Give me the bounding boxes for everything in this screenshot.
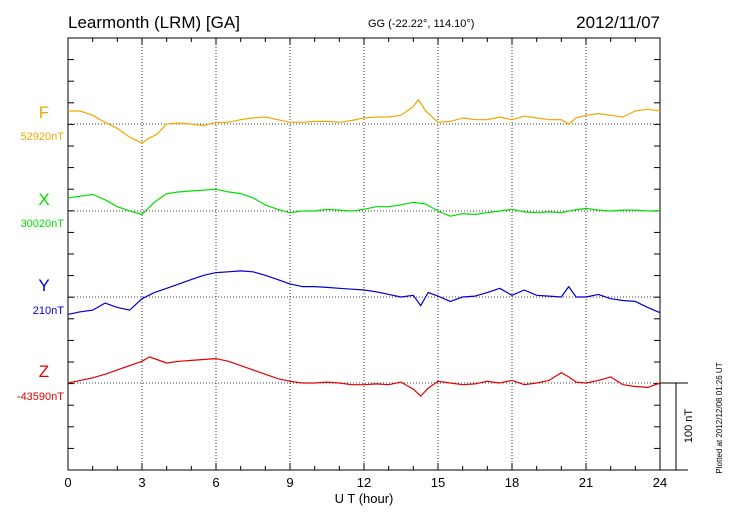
channel-baseline-Y: 210nT <box>33 305 64 317</box>
trace-X <box>67 188 660 217</box>
x-tick-label-24: 24 <box>653 475 667 490</box>
x-tick-label-6: 6 <box>212 475 219 490</box>
chart-date: 2012/11/07 <box>576 13 660 32</box>
x-tick-label-21: 21 <box>579 475 593 490</box>
grid <box>68 38 660 470</box>
channel-label-Y: Y <box>38 276 49 295</box>
x-tick-label-9: 9 <box>286 475 293 490</box>
x-tick-label-15: 15 <box>431 475 445 490</box>
scale-bar: 100 nT <box>660 382 695 471</box>
channel-label-F: F <box>39 103 49 122</box>
channel-baseline-X: 30020nT <box>21 218 65 230</box>
x-tick-label-12: 12 <box>357 475 371 490</box>
x-axis-title: U T (hour) <box>335 491 394 506</box>
traces <box>67 98 661 397</box>
x-tick-label-0: 0 <box>64 475 71 490</box>
channel-labels: F 52920nT X 30020nT Y 210nT Z -43590nT <box>17 103 64 403</box>
x-tick-labels: 0 3 6 9 12 15 18 21 24 <box>64 475 667 490</box>
station-coordinates: GG (-22.22°, 114.10°) <box>368 18 474 30</box>
axis-ticks <box>67 38 661 470</box>
channel-baseline-Z: -43590nT <box>17 391 64 403</box>
station-title: Learmonth (LRM) [GA] <box>68 13 240 32</box>
channel-label-Z: Z <box>39 362 49 381</box>
trace-Z <box>67 356 661 397</box>
trace-F <box>68 98 661 144</box>
scale-bar-label: 100 nT <box>683 409 695 444</box>
x-tick-label-3: 3 <box>138 475 145 490</box>
trace-Y <box>67 270 661 315</box>
x-tick-label-18: 18 <box>505 475 519 490</box>
channel-baseline-F: 52920nT <box>21 131 65 143</box>
plotted-timestamp: Plotted at 2012/12/08 01:26 UT <box>715 362 724 473</box>
channel-label-X: X <box>38 190 49 209</box>
